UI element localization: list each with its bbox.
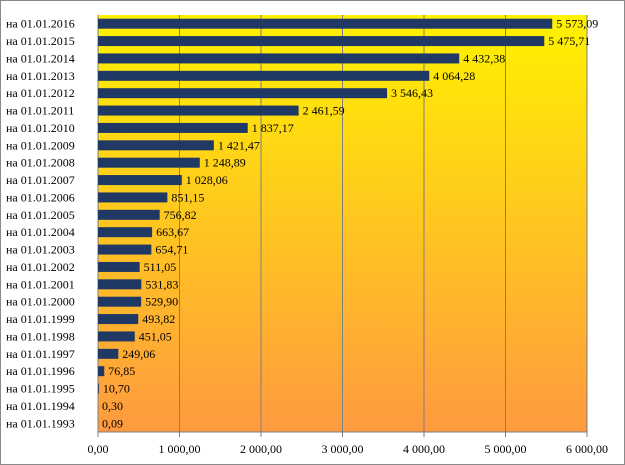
data-label: 5 475,71 [548,34,590,48]
category-label: на 01.01.2014 [6,51,75,65]
category-label: на 01.01.2002 [6,260,75,274]
category-label: на 01.01.2016 [6,17,75,31]
bar [98,314,139,325]
category-label: на 01.01.2007 [6,173,75,187]
bar [98,36,545,47]
bar [98,279,142,290]
bar [98,70,430,81]
gridlines [97,15,588,437]
category-label: на 01.01.2011 [6,104,74,118]
x-tick-label: 3 000,00 [322,442,364,456]
bar [98,366,105,377]
category-label: на 01.01.1999 [6,312,75,326]
data-label: 531,83 [145,277,178,291]
bar [98,105,299,116]
bar [98,209,160,220]
category-label: на 01.01.1996 [6,364,75,378]
data-label: 76,85 [108,364,135,378]
data-label: 1 028,06 [186,173,228,187]
bar [98,244,152,255]
x-tick-label: 5 000,00 [485,442,527,456]
bar [98,175,182,186]
data-label: 493,82 [142,312,175,326]
bar [98,348,119,359]
bar [98,140,214,151]
data-label: 10,70 [103,382,130,396]
bar [98,296,142,307]
category-label: на 01.01.2012 [6,86,75,100]
category-label: на 01.01.2008 [6,156,75,170]
data-label: 4 432,38 [463,51,505,65]
bars [98,18,553,429]
bar [98,331,135,342]
category-label: на 01.01.2009 [6,138,75,152]
data-label: 3 546,43 [391,86,433,100]
data-label: 451,05 [139,329,172,343]
category-label: на 01.01.1995 [6,382,75,396]
category-label: на 01.01.2004 [6,225,75,239]
category-label: на 01.01.1997 [6,347,75,361]
data-label: 851,15 [171,190,204,204]
data-label: 0,09 [102,416,123,430]
category-label: на 01.01.2013 [6,69,75,83]
data-label: 511,05 [144,260,177,274]
bar [98,18,553,29]
category-label: на 01.01.2001 [6,277,75,291]
category-labels: на 01.01.2016 на 01.01.2015 на 01.01.2014 н… [6,17,75,431]
data-label: 5 573,09 [556,17,598,31]
bar [98,53,460,64]
data-label: 663,67 [156,225,189,239]
bar [98,261,140,272]
data-label: 249,06 [122,347,155,361]
x-tick-label: 1 000,00 [159,442,201,456]
x-tick-label: 0,00 [88,442,109,456]
data-label: 654,71 [155,243,188,257]
category-label: на 01.01.2015 [6,34,75,48]
data-label: 1 248,89 [204,156,246,170]
category-label: на 01.01.2003 [6,243,75,257]
data-labels: 5 573,09 5 475,71 4 432,38 4 064,283 546,43… [102,17,598,431]
x-tick-label: 4 000,00 [403,442,445,456]
data-label: 756,82 [164,208,197,222]
bar [98,192,168,203]
bar [98,383,99,394]
x-axis-ticks: 0,00 1 000,00 2 000,00 3 000,00 4 000,00 5 00… [88,442,609,456]
category-label: на 01.01.2000 [6,295,75,309]
x-tick-label: 6 000,00 [566,442,608,456]
bar [98,227,153,238]
bar [98,88,388,99]
x-tick-label: 2 000,00 [240,442,282,456]
data-label: 529,90 [145,295,178,309]
data-label: 1 837,17 [252,121,294,135]
data-label: 0,30 [102,399,123,413]
bar [98,157,200,168]
data-label: 4 064,28 [433,69,475,83]
data-label: 2 461,59 [303,104,345,118]
bar [98,122,248,133]
category-label: на 01.01.2010 [6,121,75,135]
category-label: на 01.01.2005 [6,208,75,222]
category-label: на 01.01.1993 [6,416,75,430]
category-label: на 01.01.2006 [6,190,75,204]
category-label: на 01.01.1994 [6,399,75,413]
category-label: на 01.01.1998 [6,329,75,343]
data-label: 1 421,47 [218,138,260,152]
